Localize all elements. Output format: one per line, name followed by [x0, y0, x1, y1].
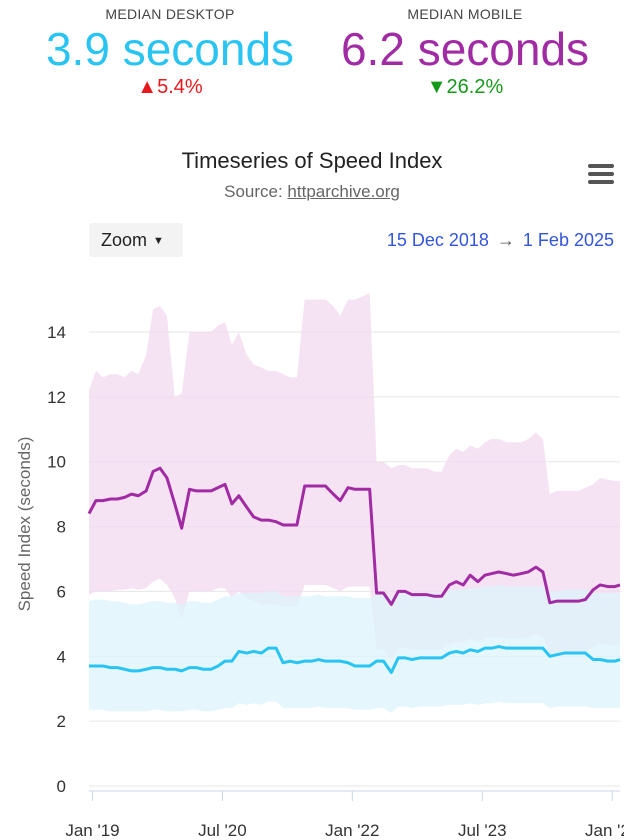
hamburger-menu-icon[interactable] [588, 164, 614, 184]
y-tick-label: 0 [57, 777, 66, 796]
zoom-dropdown[interactable]: Zoom ▼ [89, 223, 183, 257]
y-tick-label: 8 [57, 518, 66, 537]
range-end[interactable]: 1 Feb 2025 [522, 230, 614, 250]
source-link[interactable]: httparchive.org [287, 182, 400, 201]
y-tick-label: 6 [57, 582, 66, 601]
y-tick-label: 14 [47, 323, 66, 342]
zoom-label: Zoom [101, 230, 148, 250]
range-start[interactable]: 15 Dec 2018 [386, 230, 489, 250]
x-axis: Jan '19 Jul '20 Jan '22 Jul '23 Jan '25 [65, 790, 624, 840]
x-tick-label: Jan '22 [325, 821, 379, 840]
mobile-band [89, 293, 620, 660]
speed-index-chart: 0 2 4 6 8 10 12 14 Speed Index (seconds) Jan '19… [15, 293, 624, 840]
x-tick-label: Jul '23 [458, 821, 507, 840]
mobile-line [87, 466, 621, 606]
median-mobile-label: MEDIAN MOBILE [407, 6, 523, 22]
y-axis: 0 2 4 6 8 10 12 14 Speed Index (seconds) [15, 323, 66, 796]
x-tick-label: Jan '25 [585, 821, 624, 840]
desktop-line [89, 645, 621, 674]
median-desktop-change: ▲5.4% [20, 76, 320, 99]
y-tick-label: 4 [57, 647, 66, 666]
chart-subtitle: Source: httparchive.org [0, 182, 624, 202]
y-tick-label: 12 [47, 388, 66, 407]
y-tick-label: 2 [57, 712, 66, 731]
triangle-down-icon: ▼ [426, 76, 447, 98]
caret-down-icon: ▼ [153, 235, 164, 247]
median-desktop-stat: MEDIAN DESKTOP 3.9 seconds ▲5.4% [20, 6, 320, 99]
chart-lines [87, 466, 621, 674]
y-tick-label: 10 [47, 453, 66, 472]
median-mobile-value: 6.2 seconds [340, 23, 590, 75]
median-desktop-value: 3.9 seconds [45, 23, 295, 75]
x-tick-label: Jan '19 [65, 821, 119, 840]
median-mobile-change: ▼26.2% [310, 76, 620, 99]
date-range: 15 Dec 2018 → 1 Feb 2025 [387, 230, 614, 251]
triangle-up-icon: ▲ [137, 76, 158, 98]
y-axis-title: Speed Index (seconds) [15, 437, 34, 612]
median-mobile-stat: MEDIAN MOBILE 6.2 seconds ▼26.2% [310, 6, 620, 99]
chart-title: Timeseries of Speed Index [181, 148, 443, 173]
x-tick-label: Jul '20 [198, 821, 247, 840]
chart-bands [89, 293, 620, 714]
median-desktop-change-value: 5.4% [157, 76, 203, 98]
median-mobile-change-value: 26.2% [446, 76, 504, 98]
range-arrow: → [496, 230, 515, 250]
source-prefix: Source: [224, 182, 288, 201]
desktop-band [89, 584, 620, 714]
median-desktop-label: MEDIAN DESKTOP [105, 6, 235, 22]
